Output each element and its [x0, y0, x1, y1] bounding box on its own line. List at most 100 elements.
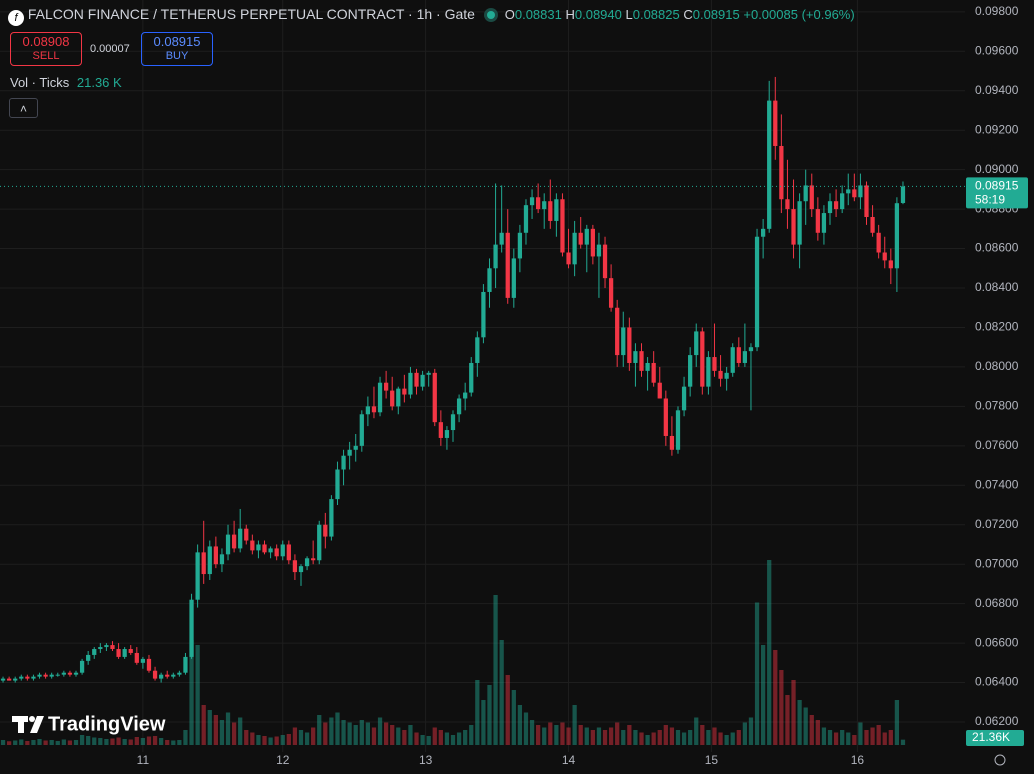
last-volume-tag	[966, 730, 1024, 746]
chart-title: FALCON FINANCE / TETHERUS PERPETUAL CONT…	[27, 6, 475, 22]
volume-bar	[408, 725, 413, 745]
volume-bar	[414, 732, 419, 745]
volume-bar	[681, 732, 687, 745]
y-tick-label: 0.09800	[975, 4, 1019, 18]
volume-bar	[487, 685, 492, 745]
sell-button[interactable]: 0.08908 SELL	[10, 32, 82, 66]
sell-label: SELL	[32, 50, 60, 62]
volume-bar	[49, 740, 54, 745]
volume-bar	[304, 732, 310, 745]
volume-bar	[797, 700, 802, 745]
candle-body	[311, 558, 316, 561]
candle-body	[669, 435, 675, 450]
candle-body	[499, 232, 504, 245]
volume-bar	[511, 690, 516, 745]
candle-body	[13, 678, 18, 681]
buy-price: 0.08915	[153, 34, 201, 49]
settings-icon	[994, 754, 1006, 766]
volume-bar	[736, 730, 741, 745]
volume-bar	[450, 735, 456, 745]
volume-bar	[335, 712, 340, 745]
candle-body	[475, 337, 480, 363]
volume-bar	[19, 739, 24, 745]
volume-bar	[724, 735, 729, 745]
logo-part	[30, 716, 44, 733]
candle-body	[450, 414, 456, 431]
candle-body	[694, 331, 699, 356]
volume-bar	[882, 732, 887, 745]
volume-bar	[396, 727, 401, 745]
candle-body	[590, 228, 595, 257]
candle-body	[864, 185, 869, 217]
y-tick-label: 0.07200	[975, 517, 1019, 531]
candle-body	[414, 372, 419, 387]
volume-bar	[268, 737, 273, 745]
volume-bar	[98, 738, 103, 745]
volume-bar	[499, 640, 504, 745]
volume-bar	[596, 727, 602, 745]
volume-bar	[31, 740, 36, 745]
volume-bar	[688, 730, 693, 745]
volume-bar	[542, 727, 547, 745]
volume-bar	[13, 740, 18, 745]
volume-bar	[657, 730, 662, 745]
candle-body	[657, 382, 662, 399]
candle-body	[420, 374, 425, 387]
volume-bar	[779, 670, 784, 745]
candle-body	[110, 645, 115, 650]
candle-body	[304, 558, 310, 567]
volume-bar	[280, 735, 285, 745]
y-tick-label: 0.09400	[975, 83, 1019, 97]
legend-value: 0.08915	[692, 7, 740, 22]
candle-body	[900, 186, 906, 203]
buy-button[interactable]: 0.08915 BUY	[141, 32, 213, 66]
candle-body	[152, 670, 158, 679]
candle-body	[858, 185, 863, 198]
volume-bar	[760, 645, 766, 745]
legend-value: 0.08940	[574, 7, 622, 22]
candle-body	[73, 672, 79, 675]
volume-bar	[730, 732, 735, 745]
candle-body	[377, 382, 383, 413]
volume-bar	[55, 741, 60, 745]
candle-body	[681, 386, 687, 411]
status-dot	[486, 11, 495, 19]
candle-body	[79, 660, 85, 673]
volume-bar	[353, 725, 358, 745]
candle-body	[341, 455, 346, 470]
legend-key: H	[565, 7, 575, 22]
volume-bar	[870, 727, 875, 745]
volume-bar	[742, 722, 748, 745]
candle-body	[207, 546, 212, 575]
candle-body	[213, 546, 218, 565]
candle-body	[347, 449, 352, 456]
candle-body	[748, 347, 754, 352]
volume-bar	[900, 739, 906, 745]
candle-body	[602, 244, 608, 279]
legend-change: +0.00085 (+0.96%)	[743, 7, 855, 22]
candle-body	[353, 445, 358, 450]
candle-body	[651, 362, 656, 383]
volume-bar	[329, 717, 334, 745]
candle-body	[55, 674, 60, 676]
candle-body	[432, 372, 437, 423]
candle-body	[779, 145, 784, 200]
candle-body	[128, 649, 133, 653]
candle-body	[846, 189, 851, 194]
candle-body	[833, 201, 839, 210]
volume-bar	[25, 741, 30, 745]
candle-body	[177, 672, 182, 675]
volume-bar	[311, 727, 316, 745]
candle-body	[0, 678, 6, 681]
volume-bar	[748, 717, 754, 745]
y-tick-label: 0.08200	[975, 320, 1019, 334]
volume-bar	[554, 725, 559, 745]
volume-bar	[481, 700, 486, 745]
candle-body	[566, 252, 571, 265]
volume-bar	[238, 717, 243, 745]
volume-bar	[651, 732, 656, 745]
candle-body	[621, 327, 626, 356]
collapse-button[interactable]: ˄	[9, 98, 38, 118]
volume-bar	[146, 736, 152, 745]
